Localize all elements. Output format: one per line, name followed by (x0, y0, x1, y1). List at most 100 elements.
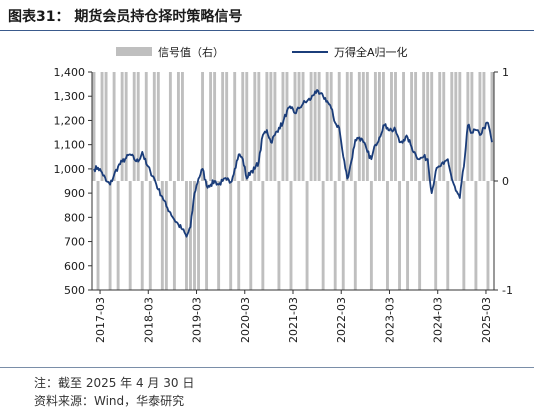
signal-bar (462, 181, 466, 290)
left-tick-label: 1,000 (54, 163, 86, 176)
signal-bar (333, 181, 337, 290)
signal-bar (273, 72, 277, 181)
signal-bar (301, 72, 305, 181)
signal-bar (92, 72, 96, 181)
x-tick-label: 2020-03 (239, 297, 252, 343)
footer-rule (0, 367, 534, 368)
signal-bar (108, 181, 112, 290)
signal-bar (213, 72, 217, 181)
signal-bar (458, 72, 462, 181)
signal-bar (189, 181, 192, 290)
left-tick-label: 1,300 (54, 90, 86, 103)
signal-bar (225, 72, 229, 181)
signal-bar (478, 72, 482, 181)
signal-bar (277, 181, 281, 290)
signal-bar (345, 72, 349, 181)
x-tick-label: 2017-03 (94, 297, 107, 343)
signal-bar (305, 181, 309, 290)
x-tick-label: 2018-03 (142, 297, 155, 343)
signal-bar (261, 181, 265, 290)
left-tick-label: 800 (64, 211, 85, 224)
signal-bar (349, 72, 353, 181)
legend: 信号值（右） 万得全A归一化 (116, 45, 408, 59)
signal-bar (164, 181, 168, 290)
signal-bar (100, 72, 104, 181)
signal-bar (241, 72, 245, 181)
signal-bar (197, 181, 200, 290)
axes: 500 600 700 800 900 1,000 1,100 1,200 1,300 1,400… (54, 66, 513, 343)
signal-bar (104, 72, 108, 181)
signal-bar (237, 181, 241, 290)
x-tick-label: 2024-03 (432, 297, 445, 343)
signal-bar (373, 72, 377, 181)
signal-bar (434, 181, 438, 290)
signal-bar (172, 181, 176, 290)
signal-bar (181, 72, 184, 181)
signal-bar (297, 72, 301, 181)
signal-bar (426, 72, 430, 181)
signal-bar (309, 72, 313, 181)
x-tick-label: 2019-03 (191, 297, 204, 343)
signal-bar (201, 72, 204, 181)
signal-bar (414, 72, 418, 181)
x-tick-label: 2023-03 (383, 297, 396, 343)
left-tick-label: 1,400 (54, 66, 86, 79)
signal-bar (353, 181, 357, 290)
note-text: 注：截至 2025 年 4 月 30 日 (34, 376, 195, 390)
signal-bar (160, 181, 164, 290)
signal-bar (132, 72, 136, 181)
signal-bar (221, 72, 225, 181)
signal-bar (128, 181, 132, 290)
x-tick-label: 2025-03 (480, 297, 493, 343)
signal-bar (156, 72, 160, 181)
signal-bar (168, 72, 172, 181)
signal-bar (430, 72, 434, 181)
signal-bar (257, 72, 261, 181)
chart: 500 600 700 800 900 1,000 1,100 1,200 1,300 1,400… (54, 45, 513, 343)
signal-bar (486, 181, 490, 290)
left-tick-label: 700 (64, 236, 85, 249)
left-tick-label: 500 (64, 284, 85, 297)
signal-bar (490, 72, 494, 181)
figure-title: 图表31： 期货会员持仓择时策略信号 (8, 9, 243, 25)
legend-label-line: 万得全A归一化 (334, 45, 408, 59)
right-tick-label: 1 (502, 66, 509, 79)
signal-bar (418, 181, 422, 290)
signal-bar (450, 72, 454, 181)
signal-bar (369, 181, 373, 290)
signal-bar (341, 181, 345, 290)
signal-bar (269, 72, 273, 181)
signal-bar (148, 181, 152, 290)
signal-bar (394, 72, 397, 181)
signal-bar (140, 181, 144, 290)
signal-bar (390, 72, 393, 181)
signal-bar (293, 72, 297, 181)
right-tick-label: -1 (502, 284, 513, 297)
source-text: 资料来源：Wind，华泰研究 (34, 394, 185, 408)
signal-bar (406, 181, 410, 290)
signal-bar (325, 72, 329, 181)
signal-bar (357, 72, 361, 181)
legend-swatch-signal (116, 47, 152, 56)
signal-bar (442, 72, 446, 181)
signal-bar (329, 72, 333, 181)
signal-bar (422, 72, 426, 181)
signal-bar (265, 72, 269, 181)
signal-bar (233, 72, 237, 181)
signal-bar (454, 72, 458, 181)
signal-bar (229, 181, 233, 290)
signal-bar (193, 181, 196, 290)
signal-bar (377, 72, 381, 181)
signal-bar (474, 181, 478, 290)
x-tick-label: 2021-03 (287, 297, 300, 343)
signal-bar (398, 181, 401, 290)
signal-bar (120, 72, 124, 181)
signal-bar (321, 181, 325, 290)
signal-bar (217, 181, 221, 290)
left-tick-label: 1,100 (54, 139, 86, 152)
signal-bar (446, 181, 450, 290)
signal-bar (470, 72, 474, 181)
left-tick-label: 1,200 (54, 114, 86, 127)
signal-bar (361, 72, 365, 181)
signal-bar (205, 181, 209, 290)
